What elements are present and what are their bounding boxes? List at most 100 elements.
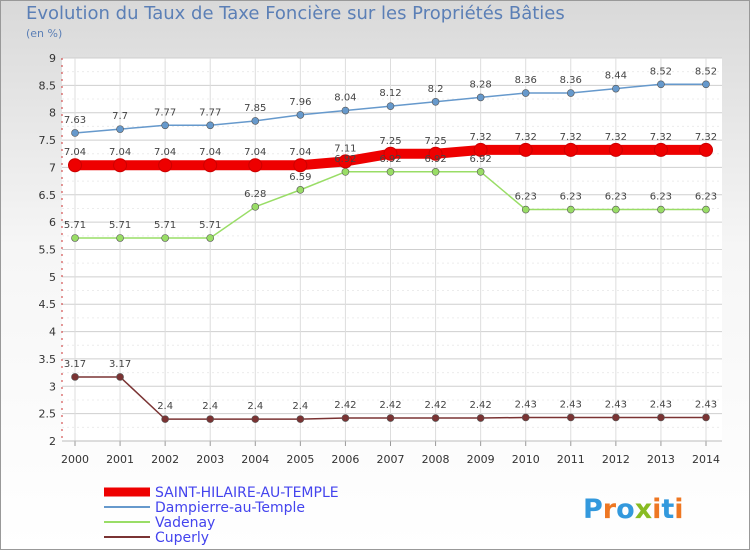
data-point [383,146,398,161]
data-label: 2.4 [247,401,263,412]
y-tick-label: 8 [49,107,56,120]
x-tick-label: 2008 [422,453,450,466]
data-point [341,106,350,115]
data-point [161,234,169,242]
data-label: 7.63 [64,115,86,126]
data-point [203,158,218,173]
data-label: 5.71 [199,220,221,231]
logo-letter: t [661,494,674,525]
data-point [248,158,263,173]
data-label: 7.04 [199,147,221,158]
data-point [113,158,128,173]
legend: SAINT-HILAIRE-AU-TEMPLEDampierre-au-Temp… [104,485,339,546]
data-point [566,205,575,214]
x-tick-label: 2007 [377,453,405,466]
data-point [251,203,260,211]
data-label: 6.92 [334,154,356,165]
data-point [428,146,443,161]
data-label: 8.12 [379,88,401,99]
data-point [158,158,173,173]
y-tick-label: 2 [49,435,56,448]
data-point [521,89,530,97]
data-point [296,111,305,119]
y-tick-label: 9 [49,52,56,65]
data-point [431,168,440,176]
data-point [521,205,530,214]
x-tick-label: 2014 [692,453,720,466]
data-point [206,415,215,423]
data-point [612,205,620,214]
y-tick-label: 5 [49,271,56,284]
data-label: 7.25 [379,136,401,147]
data-label: 8.2 [428,84,444,95]
data-point [116,234,124,242]
data-point [206,121,215,130]
data-label: 6.23 [650,192,672,203]
logo-letter: P [583,494,603,525]
data-label: 6.92 [424,154,446,165]
data-point [566,413,575,422]
data-label: 7.32 [515,132,537,143]
data-point [521,413,530,422]
data-label: 2.42 [424,400,446,411]
y-tick-label: 6 [49,216,56,229]
data-point [251,117,260,125]
data-point [657,80,665,89]
x-tick-label: 2005 [286,453,314,466]
data-label: 2.43 [605,399,627,410]
data-point [296,186,305,194]
x-tick-label: 2013 [647,453,675,466]
data-point [612,413,620,422]
data-label: 6.23 [695,192,717,203]
logo-letter: o [616,494,635,525]
y-tick-label: 5.5 [39,244,57,257]
x-tick-label: 2009 [467,453,495,466]
data-label: 3.17 [64,359,86,370]
x-tick-label: 2011 [557,453,585,466]
data-label: 6.23 [605,192,627,203]
y-tick-label: 3 [49,380,56,393]
data-point [431,97,440,106]
data-point [161,415,169,423]
data-labels: 7.04 7.04 7.04 7.04 7.04 7.04 7.11 7.25 7.25 7.32… [64,66,717,412]
data-label: 7.04 [289,147,311,158]
data-point [657,413,665,422]
data-point [386,102,395,110]
data-label: 5.71 [109,220,131,231]
y-tick-label: 3.5 [39,353,57,366]
data-label: 8.36 [515,75,537,86]
data-label: 2.43 [560,399,582,410]
data-point [386,414,395,422]
data-label: 6.92 [379,154,401,165]
axes: 2 2.5 3 3.5 4 4.5 5 5.5 6 6.5 7 7.5 8 8.5 9 2000 2001 200… [39,52,722,466]
data-label: 7.77 [199,107,221,118]
data-point [71,373,79,381]
chart-title: Evolution du Taux de Taxe Foncière sur l… [26,3,565,24]
data-point [386,168,395,176]
legend-label: Vadenay [155,515,215,531]
data-point [161,121,169,130]
legend-label: Cuperly [155,530,209,546]
y-tick-label: 4.5 [39,298,57,311]
data-point [563,142,578,157]
x-tick-label: 2004 [241,453,269,466]
data-label: 2.4 [157,401,173,412]
data-label: 7.04 [109,147,131,158]
y-tick-label: 2.5 [39,408,57,421]
data-label: 2.43 [695,399,717,410]
x-tick-label: 2003 [196,453,224,466]
data-label: 2.43 [515,399,537,410]
data-label: 8.52 [695,66,717,77]
data-point [476,93,485,102]
data-point [473,142,488,157]
x-tick-label: 2012 [602,453,630,466]
data-label: 2.4 [292,401,308,412]
data-point [206,234,215,242]
data-point [612,84,620,93]
data-point [71,234,79,242]
data-label: 7.11 [334,143,356,154]
data-label: 7.04 [64,147,86,158]
data-point [476,414,485,422]
data-label: 7.04 [244,147,266,158]
